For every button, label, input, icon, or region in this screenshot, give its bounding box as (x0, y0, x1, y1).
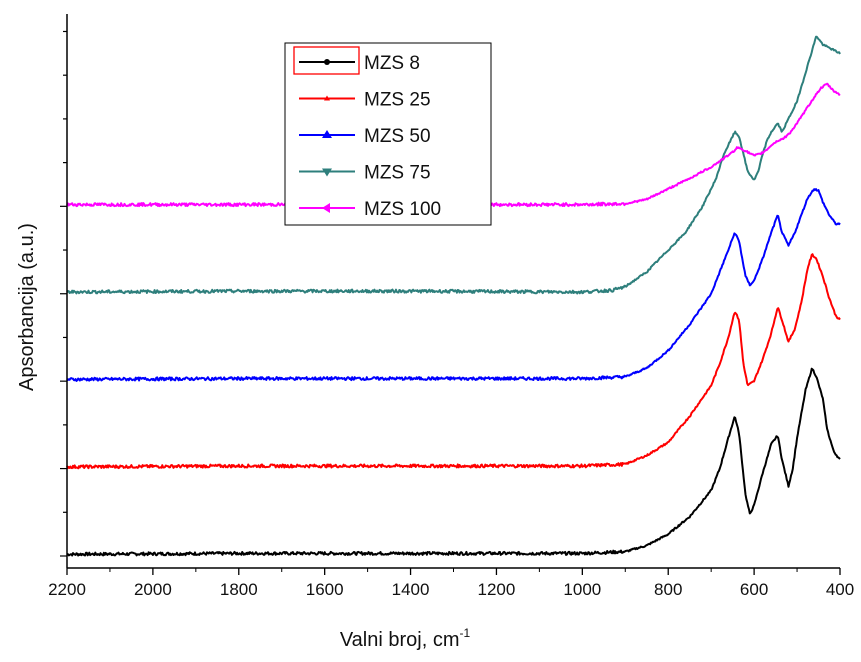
legend-label: MZS 75 (364, 163, 431, 184)
legend-marker (324, 59, 330, 65)
legend-marker (322, 130, 332, 138)
x-tick-label: 2200 (48, 580, 86, 599)
legend-highlight-box (293, 46, 360, 75)
x-axis-title: Valni broj, cm-1 (340, 626, 471, 651)
legend-entry: MZS 100 (299, 199, 441, 220)
legend-entries: MZS 8 MZS 25 MZS 50 MZS 75 MZS 100 (299, 53, 441, 220)
legend-label: MZS 25 (364, 90, 431, 111)
legend-marker (322, 168, 332, 177)
legend-label: MZS 8 (364, 53, 420, 74)
x-tick-label: 1000 (563, 580, 601, 599)
series-line-mzs-50 (66, 188, 841, 382)
series-line-mzs-75 (66, 35, 841, 295)
legend-entry: MZS 75 (299, 163, 431, 184)
legend-entry: MZS 50 (299, 126, 431, 147)
x-tick-label: 800 (654, 580, 682, 599)
x-tick-label: 1200 (478, 580, 516, 599)
x-tick-label: 600 (740, 580, 768, 599)
legend-label: MZS 100 (364, 199, 441, 220)
x-tick-label: 400 (826, 580, 854, 599)
legend-marker (322, 203, 330, 213)
series-layer (66, 35, 841, 557)
x-axis-title-superscript: -1 (460, 626, 471, 640)
y-axis-title: Apsorbancija (a.u.) (16, 223, 38, 391)
legend-marker (324, 95, 330, 101)
x-tick-label: 1600 (306, 580, 344, 599)
legend-entry: MZS 25 (299, 90, 431, 111)
ticks-layer: 2200 2000 1800 1600 1400 1200 1000 800 600 400 (48, 30, 854, 599)
series-line-mzs-25 (66, 253, 841, 470)
legend-label: MZS 50 (364, 126, 431, 147)
series-line-mzs-8 (66, 367, 841, 557)
x-tick-label: 1800 (220, 580, 258, 599)
x-axis-title-main: Valni broj, cm (340, 629, 460, 651)
legend: MZS 8 MZS 25 MZS 50 MZS 75 MZS 100 (284, 42, 492, 226)
x-tick-label: 1400 (392, 580, 430, 599)
legend-entry: MZS 8 (299, 53, 420, 74)
x-tick-label: 2000 (134, 580, 172, 599)
